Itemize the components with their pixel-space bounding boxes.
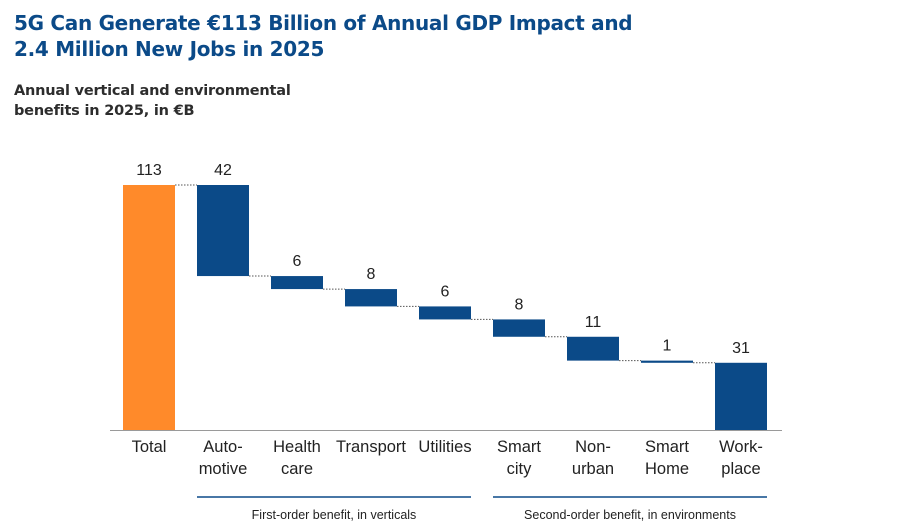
category-label-line: place <box>721 460 760 478</box>
group-label: Second-order benefit, in environments <box>524 508 736 522</box>
category-label-line: care <box>281 460 313 478</box>
category-label-line: Total <box>132 438 167 456</box>
value-label: 6 <box>293 253 302 270</box>
component-bar <box>715 362 767 430</box>
category-label: Total <box>132 438 167 456</box>
group-label: First-order benefit, in verticals <box>252 508 417 522</box>
category-label: Auto-motive <box>199 438 248 478</box>
component-bar <box>271 276 323 290</box>
component-bar <box>197 185 249 277</box>
page-title: 5G Can Generate €113 Billion of Annual G… <box>14 11 633 61</box>
component-bar <box>345 289 397 307</box>
category-label: Health care <box>273 438 321 478</box>
total-bar <box>123 185 175 430</box>
category-label-line: Smart <box>497 438 541 456</box>
category-label: Transport <box>336 438 406 456</box>
category-label-line: Smart <box>645 438 689 456</box>
category-label-line: Utilities <box>418 438 471 456</box>
category-label-line: city <box>507 460 533 478</box>
category-label-line: Home <box>645 460 689 478</box>
category-label: Smart city <box>497 438 541 478</box>
category-label: Utilities <box>418 438 471 456</box>
category-label: Work-place <box>719 438 763 478</box>
category-label-line: Health <box>273 438 321 456</box>
value-label: 1 <box>663 338 672 355</box>
value-label: 31 <box>732 340 750 357</box>
component-bar <box>493 319 545 337</box>
component-bar <box>641 360 693 363</box>
category-label: Smart Home <box>645 438 689 478</box>
value-label: 11 <box>585 314 602 331</box>
value-label: 6 <box>441 283 450 300</box>
category-label-line: Auto- <box>203 438 242 456</box>
chart-subtitle: Annual vertical and environmental benefi… <box>14 83 291 119</box>
value-label: 113 <box>136 162 162 179</box>
category-label-line: urban <box>572 460 614 478</box>
category-label: Non-urban <box>572 438 614 478</box>
component-bar <box>567 336 619 361</box>
category-label-line: Work- <box>719 438 763 456</box>
category-label-line: Transport <box>336 438 406 456</box>
category-label-line: Non- <box>575 438 611 456</box>
category-label-line: motive <box>199 460 248 478</box>
value-label: 8 <box>515 296 524 313</box>
component-bar <box>419 306 471 320</box>
value-label: 8 <box>367 266 376 283</box>
value-label: 42 <box>214 162 232 179</box>
